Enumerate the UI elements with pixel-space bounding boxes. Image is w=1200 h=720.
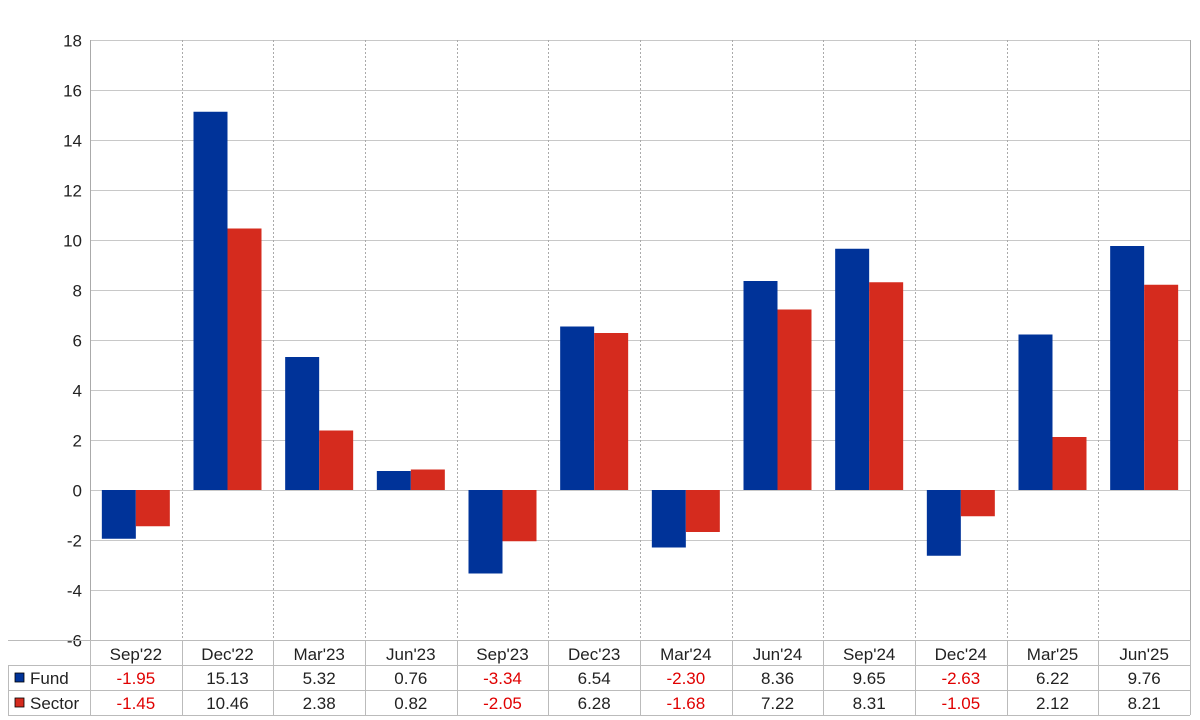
bar-sector: [319, 430, 354, 490]
y-tick-label: 18: [63, 32, 82, 51]
x-tick-label: Jun'25: [1119, 645, 1169, 664]
bar-sector: [1144, 284, 1179, 490]
legend-label-fund: Fund: [30, 669, 69, 688]
y-tick-label: 2: [73, 432, 82, 451]
bar-fund: [926, 490, 961, 556]
y-tick-label: 12: [63, 182, 82, 201]
data-label-sector: -2.05: [483, 694, 522, 713]
bar-sector: [410, 469, 445, 490]
y-tick-label: 8: [73, 282, 82, 301]
data-label-sector: 10.46: [206, 694, 249, 713]
x-tick-label: Jun'24: [753, 645, 803, 664]
bar-sector: [869, 282, 904, 490]
data-label-fund: -2.63: [941, 669, 980, 688]
data-label-sector: 8.21: [1128, 694, 1161, 713]
data-label-fund: 0.76: [394, 669, 427, 688]
bar-sector: [1052, 437, 1087, 490]
data-label-sector: 2.38: [303, 694, 336, 713]
bar-fund: [651, 490, 686, 548]
data-table: Sep'22 Dec'22 Mar'23 Jun'23 Sep'23 Dec'23 Mar'…: [8, 640, 1191, 716]
bar-sector: [594, 333, 629, 490]
grid: [90, 40, 1191, 641]
y-tick-label: 4: [73, 382, 82, 401]
bars: [101, 111, 1179, 574]
data-label-sector: 0.82: [394, 694, 427, 713]
data-label-sector: -1.05: [941, 694, 980, 713]
y-tick-label: 10: [63, 232, 82, 251]
data-label-fund: 8.36: [761, 669, 794, 688]
bar-fund: [1110, 246, 1145, 490]
data-label-sector: 2.12: [1036, 694, 1069, 713]
data-label-sector: 8.31: [853, 694, 886, 713]
bar-sector: [685, 490, 720, 532]
x-tick-label: Mar'23: [293, 645, 344, 664]
data-label-fund: 9.65: [853, 669, 886, 688]
data-label-fund: -3.34: [483, 669, 522, 688]
data-label-fund: 6.22: [1036, 669, 1069, 688]
x-tick-label: Sep'22: [110, 645, 162, 664]
data-label-fund: -1.95: [116, 669, 155, 688]
data-label-sector: -1.68: [666, 694, 705, 713]
bar-sector: [135, 490, 170, 527]
x-tick-label: Mar'25: [1027, 645, 1078, 664]
bar-fund: [193, 111, 228, 490]
x-tick-label: Sep'23: [476, 645, 528, 664]
legend-swatch-fund: [14, 672, 25, 683]
bar-sector: [960, 490, 995, 517]
bar-fund: [743, 281, 778, 490]
bar-fund: [101, 490, 136, 539]
data-label-sector: -1.45: [116, 694, 155, 713]
x-tick-label: Dec'23: [568, 645, 620, 664]
bar-fund: [376, 471, 411, 490]
bar-fund: [560, 326, 595, 490]
x-tick-label: Dec'24: [935, 645, 987, 664]
y-tick-label: -2: [67, 532, 82, 551]
y-tick-label: 6: [73, 332, 82, 351]
x-tick-label: Sep'24: [843, 645, 895, 664]
bar-fund: [1018, 334, 1053, 490]
bar-sector: [777, 309, 812, 490]
data-label-fund: 5.32: [303, 669, 336, 688]
data-label-sector: 7.22: [761, 694, 794, 713]
x-tick-label: Dec'22: [201, 645, 253, 664]
legend-label-sector: Sector: [30, 694, 79, 713]
data-label-sector: 6.28: [578, 694, 611, 713]
data-label-fund: 6.54: [578, 669, 611, 688]
bar-fund: [835, 248, 870, 490]
data-label-fund: 9.76: [1128, 669, 1161, 688]
y-tick-label: -4: [67, 582, 82, 601]
bar-sector: [502, 490, 537, 542]
y-tick-label: 16: [63, 82, 82, 101]
data-label-fund: 15.13: [206, 669, 249, 688]
bar-fund: [285, 357, 320, 490]
bar-fund: [468, 490, 503, 574]
y-tick-label: 0: [73, 482, 82, 501]
bar-sector: [227, 228, 262, 490]
x-tick-label: Mar'24: [660, 645, 711, 664]
y-tick-label: 14: [63, 132, 82, 151]
data-label-fund: -2.30: [666, 669, 705, 688]
legend-swatch-sector: [14, 697, 25, 708]
x-tick-label: Jun'23: [386, 645, 436, 664]
